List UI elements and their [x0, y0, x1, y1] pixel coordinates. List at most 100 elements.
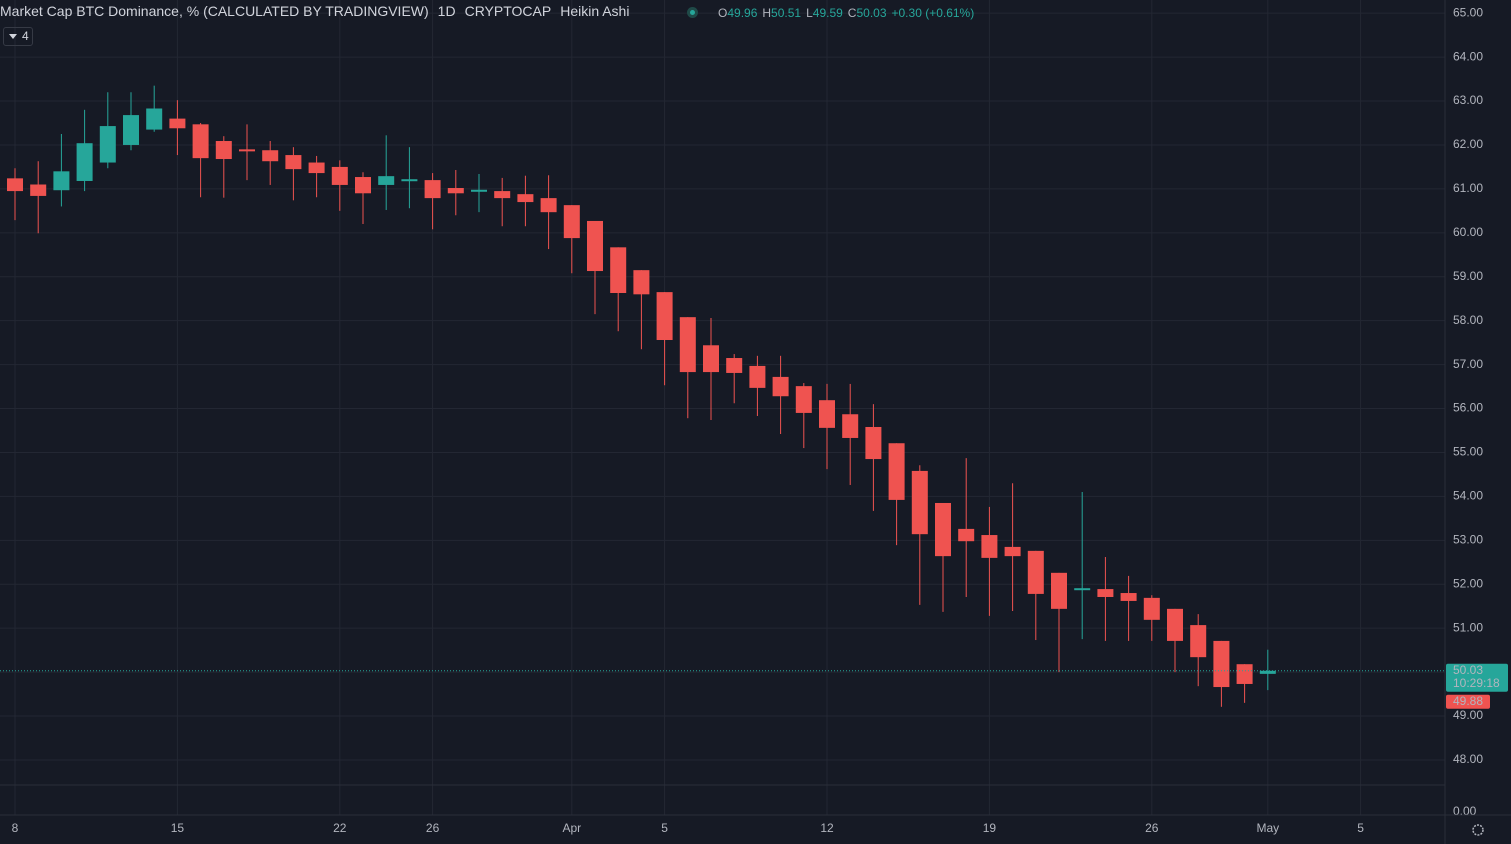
candle-body: [517, 194, 534, 203]
candle-body: [401, 179, 418, 182]
ohlc-label: L: [806, 6, 813, 20]
candle-body: [1051, 572, 1067, 609]
candle-body: [865, 426, 882, 460]
candle-body: [494, 191, 511, 199]
candle-body: [888, 443, 905, 500]
marker-price-label: 49.88: [1453, 694, 1483, 708]
indicator-count: 4: [22, 29, 29, 43]
candle-body: [1259, 670, 1276, 674]
x-tick-label: 19: [983, 821, 997, 835]
market-status[interactable]: [687, 7, 698, 18]
x-tick-label: 5: [661, 821, 668, 835]
y-tick-label: 49.00: [1453, 708, 1483, 722]
ohlc-value: 49.96: [727, 6, 758, 20]
x-tick-label: 5: [1357, 821, 1364, 835]
candle-body: [563, 205, 580, 239]
candle-body: [30, 184, 47, 196]
y-tick-label: 65.00: [1453, 5, 1483, 19]
chart-style: Heikin Ashi: [560, 3, 630, 19]
ohlc-value: 49.59: [812, 6, 843, 20]
candle-body: [308, 162, 325, 174]
ohlc-value: 50.51: [771, 6, 802, 20]
candle-body: [587, 220, 603, 272]
x-tick-label: 12: [820, 821, 834, 835]
y-tick-label: 61.00: [1453, 181, 1483, 195]
symbol-title[interactable]: Market Cap BTC Dominance, % (CALCULATED …: [0, 3, 429, 19]
y-tick-label: 58.00: [1453, 313, 1483, 327]
y-tick-label: 53.00: [1453, 532, 1483, 546]
candle-body: [633, 270, 650, 295]
ohlc-label: H: [762, 6, 772, 20]
y-tick-label: 55.00: [1453, 445, 1483, 459]
candle-body: [331, 166, 348, 185]
y-tick-label: 60.00: [1453, 225, 1483, 239]
marker-price-tag: [1446, 694, 1490, 709]
y-tick-label: 59.00: [1453, 269, 1483, 283]
candle-body: [447, 188, 464, 194]
y-tick-label: 63.00: [1453, 93, 1483, 107]
candle-body: [99, 126, 116, 163]
volume-tick-label: 0.00: [1453, 804, 1477, 818]
interval[interactable]: 1D: [437, 3, 456, 19]
candle-body: [1004, 546, 1021, 557]
countdown-label: 10:29:18: [1453, 676, 1500, 690]
candle-body: [1097, 589, 1114, 597]
candle-body: [471, 189, 487, 192]
candle-body: [53, 171, 70, 191]
candle-body: [726, 358, 743, 373]
y-tick-label: 54.00: [1453, 489, 1483, 503]
change: +0.30 (+0.61%): [891, 6, 975, 20]
candle-body: [1190, 625, 1207, 658]
ohlc-label: O: [718, 6, 728, 20]
x-tick-label: Apr: [562, 821, 581, 835]
candle-body: [911, 470, 928, 535]
y-tick-label: 48.00: [1453, 752, 1483, 766]
candle-body: [76, 143, 93, 181]
candle-body: [540, 198, 557, 213]
candle-body: [146, 108, 163, 130]
indicator-toggle[interactable]: 4: [3, 27, 33, 46]
candle-body: [842, 414, 859, 438]
candle-body: [378, 176, 395, 185]
candle-body: [958, 528, 975, 542]
candle-body: [424, 180, 441, 199]
candle-body: [1027, 550, 1044, 594]
candle-body: [285, 155, 302, 170]
legend-header: Market Cap BTC Dominance, % (CALCULATED …: [0, 3, 638, 19]
candle-body: [1167, 608, 1183, 641]
candle-body: [795, 386, 812, 413]
candle-body: [981, 535, 998, 558]
y-tick-label: 62.00: [1453, 137, 1483, 151]
candle-body: [192, 124, 209, 159]
candle-body: [239, 149, 255, 152]
x-tick-label: 26: [426, 821, 440, 835]
candle-body: [1120, 593, 1137, 601]
x-tick-label: 22: [333, 821, 347, 835]
candle-body: [169, 118, 186, 129]
candle-body: [7, 178, 23, 192]
candle-body: [1143, 597, 1160, 620]
y-tick-label: 52.00: [1453, 576, 1483, 590]
candle-body: [749, 365, 766, 388]
settings-button[interactable]: [1472, 824, 1484, 836]
y-tick-label: 64.00: [1453, 49, 1483, 63]
y-tick-label: 56.00: [1453, 401, 1483, 415]
x-tick-label: 8: [12, 821, 19, 835]
candle-body: [610, 247, 627, 294]
ohlc-values: O49.96 H50.51 L49.59 C50.03 +0.30 (+0.61%): [718, 6, 979, 20]
candle-body: [355, 177, 371, 194]
candles: [7, 85, 1276, 707]
candle-body: [1074, 588, 1091, 591]
candle-body: [819, 400, 835, 428]
ohlc-value: 50.03: [856, 6, 887, 20]
ohlc-label: C: [847, 6, 857, 20]
settings-icon: [1472, 824, 1484, 836]
y-tick-label: 57.00: [1453, 357, 1483, 371]
candle-body: [1236, 664, 1253, 684]
candle-body: [1213, 640, 1230, 688]
last-price-label: 50.03: [1453, 663, 1483, 677]
last-price-tag: [1446, 663, 1508, 692]
candle-body: [772, 376, 789, 397]
